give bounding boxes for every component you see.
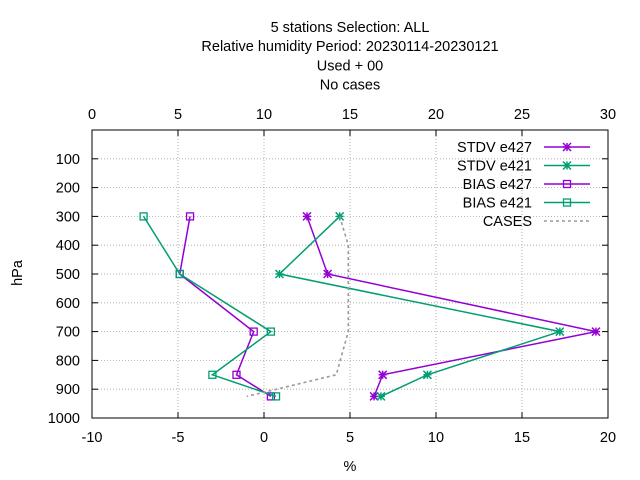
- series-bias-e421: [139, 212, 281, 401]
- data-point: [266, 327, 276, 336]
- y-tick-label: 100: [56, 152, 80, 168]
- legend-item: CASES: [483, 214, 590, 230]
- y-tick-label: 500: [56, 267, 80, 283]
- legend-label: STDV e421: [457, 159, 532, 175]
- legend-item: BIAS e427: [463, 177, 590, 193]
- title-line-3: Used + 00: [317, 58, 384, 74]
- data-point: [369, 391, 379, 401]
- x2-tick-label: 0: [88, 107, 96, 123]
- legend-marker: [562, 179, 572, 189]
- ticks: -10 -5 0 5 10 15 200 5 10 15 20 25 30100200300400500…: [48, 107, 616, 446]
- series-bias-e427: [175, 212, 276, 401]
- legend-marker: [562, 160, 572, 171]
- y-tick-label: 400: [56, 238, 80, 254]
- x-tick-label: 15: [514, 430, 530, 446]
- legend-marker: [562, 198, 572, 207]
- title-line-1: 5 stations Selection: ALL: [271, 20, 430, 36]
- legend: STDV e427 STDV e421 BIAS e427 BIAS e421 CASE…: [457, 140, 590, 230]
- data-point: [139, 212, 148, 221]
- x2-tick-label: 10: [256, 107, 272, 123]
- data-point: [249, 327, 258, 336]
- legend-item: STDV e421: [457, 159, 590, 175]
- data-point: [208, 370, 217, 379]
- series-cases: [246, 216, 350, 398]
- y-tick-label: 1000: [48, 411, 80, 427]
- x-tick-label: 10: [428, 430, 444, 446]
- x-tick-label: 20: [600, 430, 616, 446]
- x-tick-label: 0: [260, 430, 268, 446]
- x2-tick-label: 15: [342, 107, 358, 123]
- data-point: [591, 327, 601, 337]
- data-point: [175, 269, 184, 279]
- y-tick-label: 700: [56, 325, 80, 341]
- legend-label: BIAS e427: [463, 177, 532, 193]
- series-layer: [139, 211, 601, 401]
- data-point: [376, 391, 386, 401]
- title-line-2: Relative humidity Period: 20230114-20230…: [201, 39, 498, 55]
- data-point: [274, 269, 285, 279]
- data-point: [232, 370, 241, 379]
- chart-title: 5 stations Selection: ALL Relative humidi…: [201, 20, 498, 94]
- y-tick-label: 900: [56, 382, 80, 398]
- x-tick-label: -10: [82, 430, 103, 446]
- series-stdv-e421: [274, 211, 565, 401]
- legend-item: STDV e427: [457, 140, 590, 156]
- data-point: [555, 327, 565, 337]
- series-line: [142, 216, 277, 398]
- series-line: [277, 215, 563, 398]
- axis-labels: % hPa: [10, 259, 357, 475]
- series-stdv-e427: [302, 211, 601, 401]
- title-line-4: No cases: [320, 78, 380, 94]
- x-tick-label: 5: [346, 430, 354, 446]
- legend-label: BIAS e421: [463, 196, 532, 212]
- data-point: [302, 211, 312, 221]
- legend-marker: [562, 142, 572, 152]
- data-point: [422, 370, 432, 380]
- grid: [92, 130, 608, 418]
- legend-label: STDV e427: [457, 140, 532, 156]
- x-tick-label: -5: [172, 430, 185, 446]
- legend-item: BIAS e421: [463, 196, 590, 212]
- y-tick-label: 800: [56, 353, 80, 369]
- data-point: [378, 370, 388, 380]
- x2-tick-label: 30: [600, 107, 616, 123]
- series-line: [306, 216, 597, 397]
- x2-tick-label: 5: [174, 107, 182, 123]
- y-tick-label: 600: [56, 296, 80, 312]
- data-point: [185, 212, 195, 221]
- x2-tick-label: 20: [428, 107, 444, 123]
- y-axis-label: hPa: [10, 259, 26, 286]
- series-line: [246, 216, 350, 398]
- legend-label: CASES: [483, 214, 532, 230]
- y-tick-label: 200: [56, 181, 80, 197]
- data-point: [323, 269, 333, 279]
- y-tick-label: 300: [56, 209, 80, 225]
- data-point: [271, 392, 281, 401]
- series-line: [178, 216, 272, 398]
- x2-tick-label: 25: [514, 107, 530, 123]
- x-axis-label: %: [344, 459, 357, 475]
